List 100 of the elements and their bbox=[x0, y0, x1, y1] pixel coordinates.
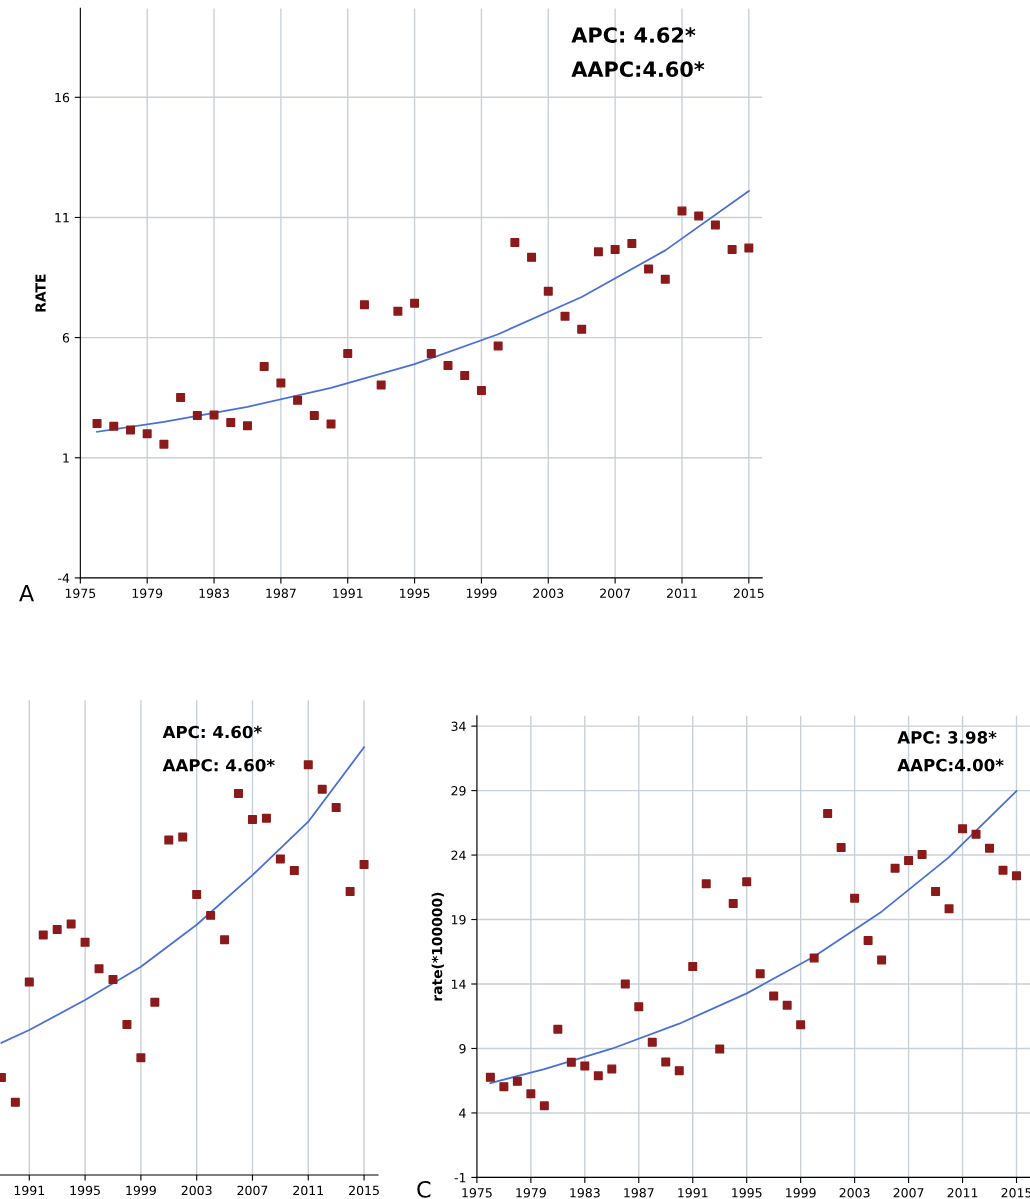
x-tick-label: 1983 bbox=[570, 1188, 600, 1198]
point bbox=[359, 859, 369, 869]
point bbox=[850, 893, 860, 903]
point bbox=[607, 1064, 617, 1074]
point bbox=[443, 360, 453, 370]
point bbox=[694, 211, 704, 221]
point bbox=[275, 854, 285, 864]
point bbox=[809, 953, 819, 963]
point bbox=[580, 1061, 590, 1071]
text: C bbox=[417, 1180, 431, 1198]
x-tick-label: 2015 bbox=[733, 588, 764, 599]
point bbox=[460, 371, 470, 381]
x-tick-label: 2015 bbox=[349, 1185, 379, 1196]
point bbox=[688, 961, 698, 971]
x-tick-label: 2007 bbox=[893, 1188, 924, 1198]
annotation: AAPC:4.00* bbox=[897, 758, 1004, 772]
point bbox=[234, 788, 244, 798]
annotation: APC: 3.98* bbox=[897, 731, 997, 744]
x-tick-label: 1995 bbox=[732, 1188, 762, 1198]
x-tick-label: 1975 bbox=[462, 1188, 492, 1198]
point bbox=[610, 244, 620, 254]
point bbox=[159, 439, 169, 449]
x-tick-label: 1999 bbox=[466, 588, 497, 599]
point bbox=[426, 348, 436, 358]
x-tick-label: 1987 bbox=[266, 588, 296, 599]
y-tick-label: 29 bbox=[451, 786, 466, 796]
y-tick-label: -4 bbox=[58, 573, 70, 583]
point bbox=[80, 937, 90, 947]
y-axis-title: rate(*100000) bbox=[431, 892, 444, 1001]
point bbox=[644, 264, 654, 274]
point bbox=[510, 237, 520, 247]
x-tick-label: 1999 bbox=[786, 1188, 816, 1198]
x-tick-label: 1999 bbox=[126, 1185, 156, 1196]
x-tick-label: 2003 bbox=[839, 1188, 870, 1198]
x-tick-label: 2011 bbox=[293, 1185, 324, 1196]
line-series bbox=[96, 190, 750, 433]
point bbox=[309, 410, 319, 420]
point bbox=[566, 1057, 576, 1067]
point bbox=[393, 306, 403, 316]
point bbox=[744, 243, 754, 253]
point bbox=[345, 886, 355, 896]
y-tick-label: 14 bbox=[451, 979, 466, 989]
point bbox=[303, 760, 313, 770]
point bbox=[512, 1076, 522, 1086]
point bbox=[958, 824, 968, 834]
y-tick-label: 1 bbox=[63, 453, 69, 463]
point bbox=[634, 1002, 644, 1012]
x-tick-label: 1991 bbox=[678, 1188, 708, 1198]
point bbox=[769, 991, 779, 1001]
point bbox=[553, 1024, 563, 1034]
point bbox=[660, 274, 670, 284]
point bbox=[94, 964, 104, 974]
point bbox=[242, 421, 252, 431]
point bbox=[527, 252, 537, 262]
point bbox=[125, 425, 135, 435]
x-tick-label: 1983 bbox=[199, 588, 229, 599]
x-tick-label: 1979 bbox=[516, 1188, 546, 1198]
point bbox=[359, 300, 369, 310]
point bbox=[944, 904, 954, 914]
point bbox=[289, 865, 299, 875]
point bbox=[782, 1000, 792, 1010]
point bbox=[593, 247, 603, 257]
text: APC: 4.60* bbox=[162, 725, 262, 739]
point bbox=[331, 803, 341, 813]
point bbox=[863, 936, 873, 946]
point bbox=[577, 324, 587, 334]
x-tick-label: 1991 bbox=[333, 588, 363, 599]
y-tick-label: 19 bbox=[451, 915, 466, 925]
point bbox=[220, 935, 230, 945]
point bbox=[293, 395, 303, 405]
point bbox=[259, 361, 269, 371]
annotation: AAPC:4.60* bbox=[571, 61, 705, 78]
point bbox=[620, 979, 630, 989]
point bbox=[343, 348, 353, 358]
x-tick-label: 1987 bbox=[624, 1188, 654, 1198]
point bbox=[877, 955, 887, 965]
point bbox=[176, 392, 186, 402]
x-tick-label: 1991 bbox=[14, 1185, 45, 1196]
point bbox=[209, 410, 219, 420]
y-tick-label: -1 bbox=[454, 1173, 466, 1183]
point bbox=[493, 341, 503, 351]
point bbox=[526, 1089, 536, 1099]
point bbox=[560, 311, 570, 321]
y-tick-label: 24 bbox=[451, 850, 466, 860]
point bbox=[796, 1020, 806, 1030]
point bbox=[66, 919, 76, 929]
point bbox=[728, 898, 738, 908]
point bbox=[677, 206, 687, 216]
point bbox=[890, 863, 900, 873]
annotation: AAPC: 4.60* bbox=[162, 758, 275, 772]
point bbox=[52, 924, 62, 934]
x-tick-label: 1975 bbox=[65, 588, 96, 599]
point bbox=[10, 1097, 20, 1107]
point bbox=[539, 1101, 549, 1111]
x-tick-label: 2003 bbox=[181, 1185, 212, 1196]
point bbox=[904, 856, 914, 866]
point bbox=[917, 850, 927, 860]
y-tick-label: 34 bbox=[451, 721, 466, 732]
y-tick-label: 11 bbox=[55, 213, 69, 223]
x-tick-label: 2007 bbox=[237, 1185, 268, 1196]
